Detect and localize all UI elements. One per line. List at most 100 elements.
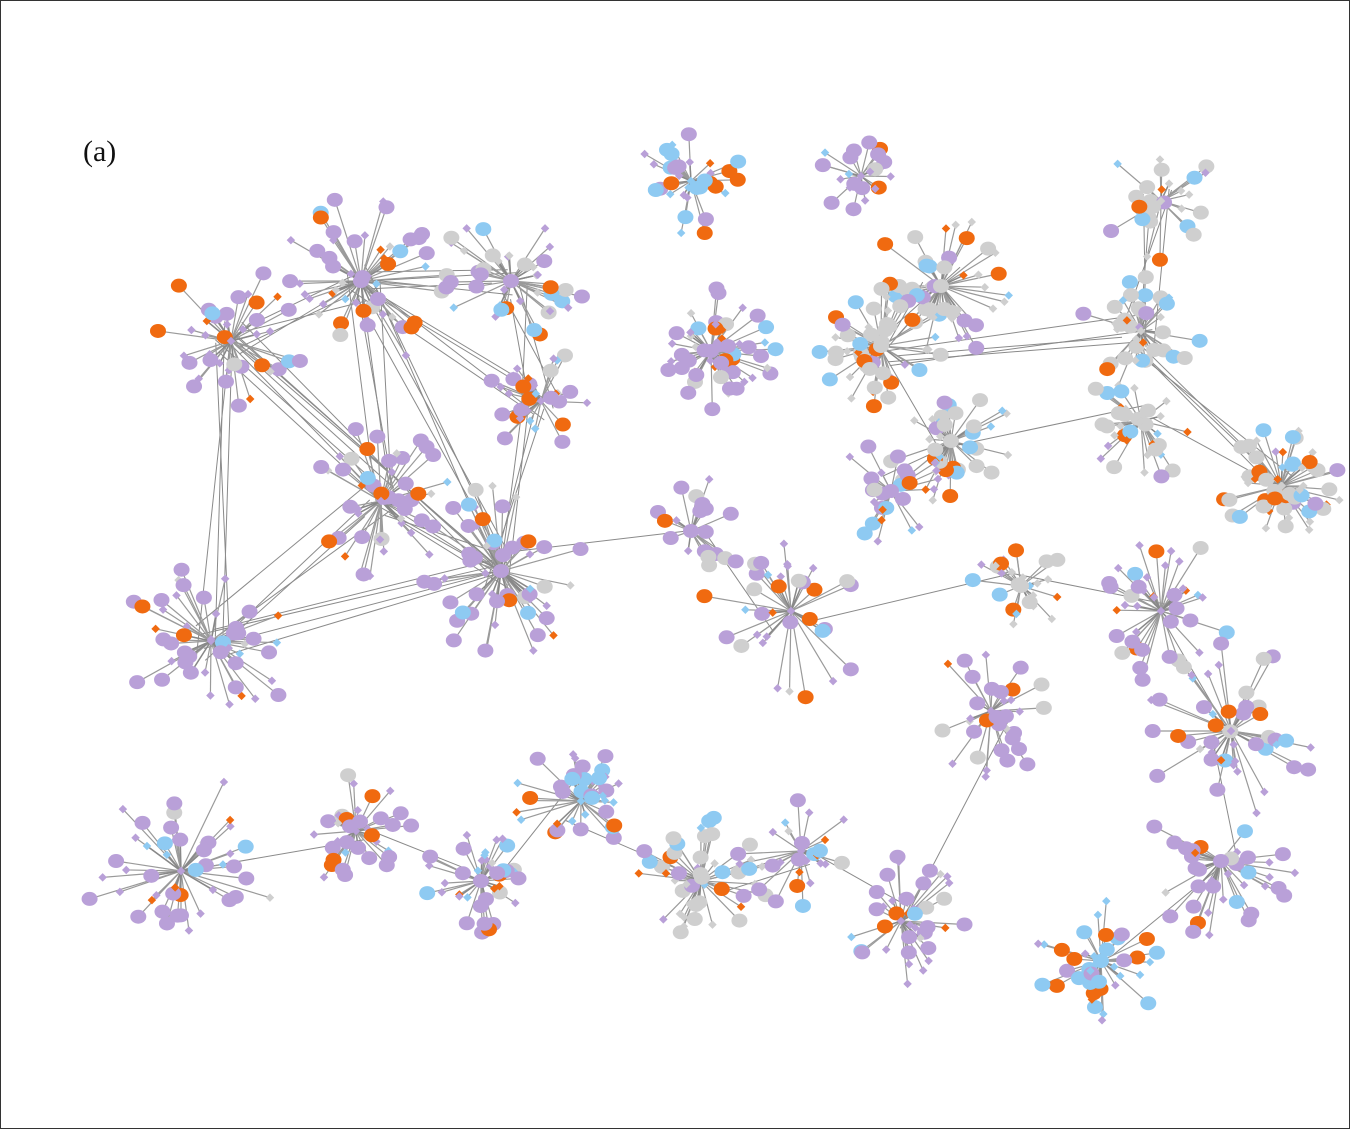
- node-circle: [712, 370, 729, 385]
- node-circle: [721, 381, 738, 396]
- node-circle: [921, 302, 938, 317]
- node-circle: [460, 497, 477, 512]
- node-diamond: [252, 329, 261, 339]
- node-diamond: [1004, 291, 1013, 300]
- edge: [1160, 551, 1172, 612]
- node-diamond: [273, 292, 282, 301]
- node-diamond: [708, 920, 717, 929]
- node-circle: [1086, 1000, 1103, 1015]
- node-circle: [501, 593, 518, 608]
- edge: [195, 485, 366, 627]
- node-circle: [1218, 625, 1235, 640]
- node-circle: [597, 749, 614, 764]
- node-circle: [270, 688, 287, 703]
- node-diamond: [924, 956, 933, 966]
- node-circle: [1106, 299, 1123, 314]
- node-circle: [1132, 660, 1149, 675]
- node-circle: [845, 202, 862, 217]
- node-diamond: [443, 477, 452, 487]
- node-diamond: [1297, 463, 1307, 472]
- node-circle: [753, 555, 770, 570]
- node-circle: [879, 867, 896, 882]
- node-circle: [549, 823, 566, 838]
- node-diamond: [1116, 971, 1125, 981]
- edge: [1038, 943, 1102, 962]
- edge: [1140, 316, 1162, 332]
- node-diamond: [376, 496, 386, 506]
- node-diamond: [273, 611, 283, 620]
- edge: [360, 274, 447, 282]
- node-circle: [1059, 963, 1076, 978]
- node-circle: [1102, 579, 1119, 594]
- node-circle: [536, 540, 553, 555]
- node-diamond: [426, 489, 436, 499]
- node-diamond: [752, 630, 762, 640]
- node-diamond: [1131, 356, 1140, 365]
- edge: [230, 340, 280, 370]
- node-diamond: [1146, 695, 1156, 705]
- node-circle: [894, 491, 911, 506]
- node-diamond: [504, 389, 514, 398]
- node-diamond: [201, 330, 210, 340]
- node-circle: [958, 231, 975, 246]
- node-circle: [513, 402, 530, 417]
- edge: [452, 507, 502, 572]
- node-circle: [1010, 741, 1027, 756]
- node-circle: [708, 281, 725, 296]
- node-circle: [842, 662, 859, 677]
- edge: [1139, 610, 1162, 669]
- node-diamond: [331, 285, 341, 295]
- node-diamond: [305, 294, 314, 303]
- node-diamond: [1278, 463, 1287, 472]
- edge: [453, 280, 512, 309]
- node-circle: [212, 645, 229, 660]
- node-diamond: [1118, 296, 1128, 305]
- node-circle: [1116, 953, 1133, 968]
- edge: [215, 342, 231, 650]
- node-diamond: [1109, 962, 1119, 972]
- node-circle: [556, 348, 573, 363]
- node-diamond: [549, 354, 558, 363]
- node-circle: [1146, 343, 1163, 358]
- node-circle: [904, 312, 921, 327]
- node-diamond: [1175, 557, 1184, 566]
- node-circle: [1153, 162, 1170, 177]
- node-diamond: [579, 782, 588, 791]
- node-diamond: [314, 310, 324, 319]
- edge: [318, 280, 362, 315]
- node-circle: [789, 793, 806, 808]
- node-circle: [911, 362, 928, 377]
- node-circle: [1198, 159, 1215, 174]
- node-diamond: [634, 869, 644, 878]
- edge: [230, 293, 249, 342]
- node-circle: [573, 289, 590, 304]
- node-diamond: [495, 301, 505, 310]
- node-circle: [1139, 180, 1156, 195]
- node-diamond: [477, 856, 487, 865]
- node-circle: [520, 605, 537, 620]
- node-diamond: [533, 288, 542, 297]
- node-diamond: [1278, 447, 1288, 457]
- node-diamond: [379, 547, 389, 556]
- node-circle: [333, 316, 350, 331]
- node-circle: [403, 818, 420, 833]
- edge: [669, 180, 692, 195]
- node-diamond: [1110, 431, 1119, 440]
- edge: [484, 570, 502, 651]
- node-diamond: [566, 581, 575, 590]
- node-diamond: [879, 902, 888, 911]
- node-diamond: [1183, 427, 1192, 437]
- node-circle: [1213, 636, 1230, 651]
- node-diamond: [924, 345, 933, 354]
- node-circle: [554, 784, 571, 799]
- edge: [360, 280, 415, 324]
- node-diamond: [820, 835, 830, 845]
- node-circle: [442, 595, 459, 610]
- node-circle: [641, 854, 658, 869]
- node-diamond: [808, 563, 818, 573]
- node-diamond: [1140, 468, 1149, 477]
- node-diamond: [184, 926, 194, 935]
- node-diamond: [243, 289, 253, 299]
- node-diamond: [421, 262, 430, 271]
- node-circle: [811, 344, 828, 359]
